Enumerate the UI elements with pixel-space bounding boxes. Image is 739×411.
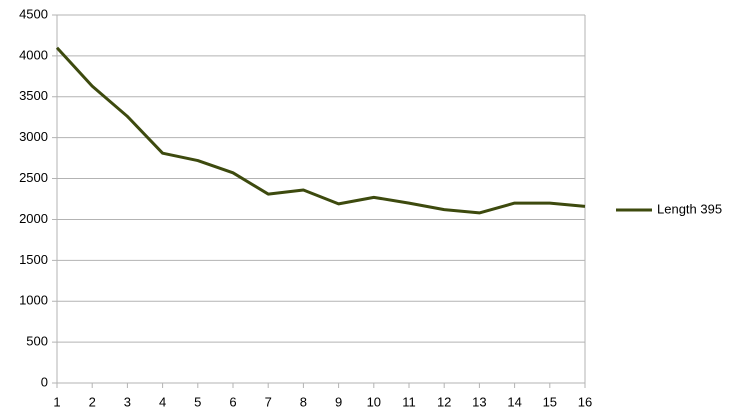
legend-label: Length 395 <box>657 201 722 216</box>
y-tick-label: 1500 <box>19 252 48 267</box>
x-tick-label: 9 <box>335 394 342 409</box>
x-tick-label: 15 <box>543 394 557 409</box>
x-tick-label: 11 <box>402 394 416 409</box>
x-tick-label: 6 <box>229 394 236 409</box>
y-tick-label: 2000 <box>19 211 48 226</box>
x-tick-label: 3 <box>124 394 131 409</box>
y-tick-label: 4000 <box>19 47 48 62</box>
data-line <box>55 46 586 215</box>
x-tick-label: 2 <box>89 394 96 409</box>
y-tick-label: 3500 <box>19 88 48 103</box>
x-tick-label: 4 <box>159 394 166 409</box>
x-tick-label: 7 <box>265 394 272 409</box>
y-tick-label: 2500 <box>19 170 48 185</box>
x-tick-label: 10 <box>367 394 381 409</box>
y-tick-label: 0 <box>41 374 48 389</box>
y-tick-label: 4500 <box>19 6 48 21</box>
x-tick-label: 8 <box>300 394 307 409</box>
x-tick-label: 13 <box>472 394 486 409</box>
x-tick-label: 14 <box>507 394 521 409</box>
x-tick-label: 12 <box>437 394 451 409</box>
y-tick-label: 1000 <box>19 293 48 308</box>
x-tick-label: 16 <box>578 394 592 409</box>
y-tick-label: 3000 <box>19 129 48 144</box>
y-tick-label: 500 <box>26 334 48 349</box>
x-tick-label: 5 <box>194 394 201 409</box>
x-tick-label: 1 <box>53 394 60 409</box>
